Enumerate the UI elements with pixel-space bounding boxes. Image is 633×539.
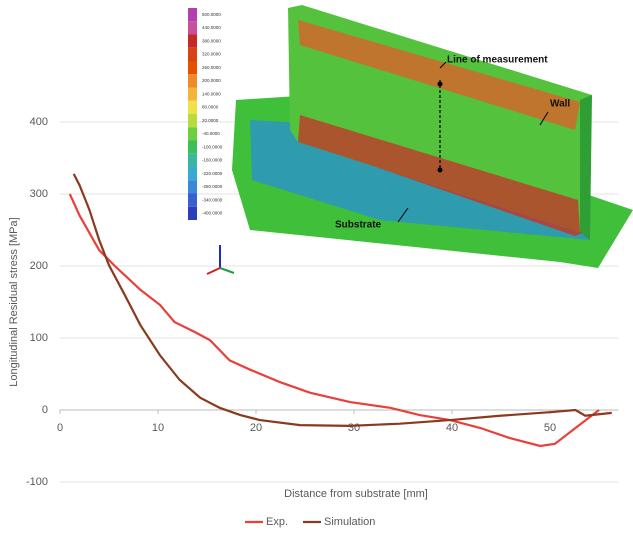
colorbar-segment xyxy=(188,154,197,167)
y-tick-label: 200 xyxy=(30,260,48,272)
colorbar-label: -400.0000 xyxy=(202,211,223,216)
inset-image: Line of measurement Wall Substrate 500.0… xyxy=(188,5,633,274)
colorbar-label: 20.0000 xyxy=(202,118,219,123)
colorbar-label: 200.0000 xyxy=(202,78,221,83)
x-tick-label: 0 xyxy=(57,422,63,434)
colorbar-segment xyxy=(188,88,197,101)
legend: Exp. Simulation xyxy=(245,516,375,528)
colorbar-label: 140.0000 xyxy=(202,91,221,96)
colorbar-segment xyxy=(188,194,197,207)
y-tick-label: 100 xyxy=(30,332,48,344)
wall-edge xyxy=(580,95,592,240)
x-tick-label: 40 xyxy=(446,422,458,434)
x-tick-label: 20 xyxy=(250,422,262,434)
annotation: Wall xyxy=(550,99,570,110)
colorbar-label: -160.0000 xyxy=(202,158,223,163)
y-tick-label: 400 xyxy=(30,116,48,128)
x-tick-label: 30 xyxy=(348,422,360,434)
annotation: Substrate xyxy=(335,220,382,231)
y-axis-label: Longitudinal Residual stress [MPa] xyxy=(8,217,20,386)
colorbar-segment xyxy=(188,8,197,21)
colorbar-label: -40.0000 xyxy=(202,131,220,136)
legend-label: Exp. xyxy=(266,516,288,528)
colorbar-label: 80.0000 xyxy=(202,105,219,110)
legend-label: Simulation xyxy=(324,516,375,528)
annotation: Line of measurement xyxy=(447,55,548,66)
measurement-end xyxy=(438,82,443,87)
colorbar-segment xyxy=(188,35,197,48)
x-tick-label: 10 xyxy=(152,422,164,434)
chart: -100 0 100 200 300 400 0 10 20 30 40 50 Distance fr… xyxy=(0,0,633,539)
colorbar-label: 320.0000 xyxy=(202,52,221,57)
colorbar-label: 260.0000 xyxy=(202,65,221,70)
axis-triad xyxy=(220,268,234,273)
colorbar-label: -280.0000 xyxy=(202,184,223,189)
y-tick-label: 0 xyxy=(42,404,48,416)
colorbar-segment xyxy=(188,61,197,74)
colorbar-label: 500.0000 xyxy=(202,12,221,17)
colorbar-segment xyxy=(188,48,197,61)
colorbar-label: 440.0000 xyxy=(202,25,221,30)
colorbar-segment xyxy=(188,114,197,127)
colorbar-label: 380.0000 xyxy=(202,38,221,43)
y-tick-label: 300 xyxy=(30,188,48,200)
axis-triad xyxy=(207,268,220,274)
colorbar-segment xyxy=(188,207,197,220)
colorbar-label: -100.0000 xyxy=(202,144,223,149)
colorbar-label: -340.0000 xyxy=(202,197,223,202)
measurement-start xyxy=(438,168,443,173)
colorbar-segment xyxy=(188,21,197,34)
x-tick-label: 50 xyxy=(544,422,556,434)
colorbar-segment xyxy=(188,74,197,87)
colorbar-segment xyxy=(188,127,197,140)
colorbar-segment xyxy=(188,101,197,114)
y-tick-label: -100 xyxy=(26,476,48,488)
colorbar-segment xyxy=(188,167,197,180)
colorbar-segment xyxy=(188,180,197,193)
x-axis-label: Distance from substrate [mm] xyxy=(284,488,428,500)
colorbar-segment xyxy=(188,141,197,154)
colorbar: 500.0000 440.0000 380.0000 320.0000 260.0000… xyxy=(188,8,223,220)
colorbar-label: -220.0000 xyxy=(202,171,223,176)
